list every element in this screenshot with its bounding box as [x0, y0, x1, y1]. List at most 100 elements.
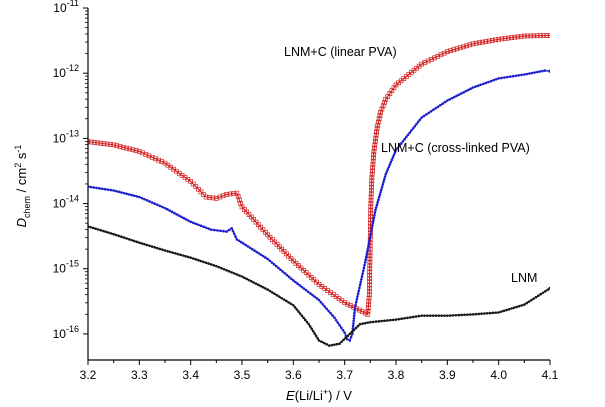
series-marker-0 [368, 194, 374, 200]
series-marker-1 [365, 250, 369, 254]
series-marker-1 [479, 83, 483, 87]
series-marker-2 [431, 314, 435, 317]
series-marker-2 [273, 292, 276, 296]
series-marker-2 [338, 342, 341, 346]
series-marker-1 [235, 238, 239, 241]
series-marker-1 [364, 255, 368, 259]
series-marker-0 [382, 100, 387, 105]
series-marker-1 [370, 227, 374, 230]
series-marker-1 [413, 124, 417, 128]
series-marker-1 [541, 69, 544, 73]
series-marker-2 [356, 324, 360, 328]
series-marker-1 [441, 102, 444, 105]
series-marker-2 [252, 281, 255, 284]
series-marker-0 [370, 168, 375, 174]
series-marker-0 [531, 33, 537, 39]
series-marker-1 [353, 309, 356, 312]
series-marker-1 [148, 200, 151, 203]
series-marker-2 [414, 315, 418, 318]
series-marker-1 [427, 111, 430, 115]
series-marker-1 [189, 220, 192, 224]
series-marker-1 [329, 311, 332, 315]
series-marker-2 [437, 314, 441, 317]
series-marker-1 [377, 198, 380, 202]
series-marker-2 [454, 313, 458, 317]
series-marker-1 [368, 237, 372, 241]
series-marker-1 [145, 199, 149, 202]
series-marker-2 [363, 321, 367, 325]
series-marker-1 [360, 275, 364, 278]
series-marker-2 [477, 312, 481, 316]
series-marker-1 [339, 326, 343, 329]
series-marker-1 [439, 103, 442, 107]
series-marker-0 [374, 129, 379, 135]
series-marker-0 [237, 197, 242, 203]
series-marker-1 [415, 122, 418, 126]
annotation-cross-linked-pva: LNM+C (cross-linked PVA) [381, 141, 530, 155]
series-marker-2 [502, 309, 506, 313]
series-marker-0 [377, 113, 383, 118]
series-marker-0 [370, 162, 376, 167]
y-axis-title: Dchem / cm2 s-1 [13, 145, 32, 228]
series-marker-2 [184, 254, 187, 258]
series-marker-1 [259, 253, 263, 257]
series-marker-2 [233, 272, 236, 275]
series-marker-0 [136, 149, 142, 154]
series-marker-1 [323, 305, 327, 308]
series-marker-0 [371, 152, 377, 158]
series-marker-1 [469, 87, 472, 91]
series-marker-0 [369, 188, 374, 193]
series-marker-2 [212, 263, 216, 267]
series-marker-2 [366, 321, 370, 324]
series-marker-2 [457, 313, 461, 317]
series-marker-2 [426, 314, 429, 317]
series-marker-2 [512, 306, 516, 310]
series-marker-2 [285, 299, 288, 303]
series-marker-1 [425, 113, 428, 116]
series-marker-0 [435, 53, 441, 59]
series-marker-1 [168, 209, 171, 212]
series-marker-2 [446, 314, 449, 317]
series-marker-1 [277, 266, 280, 270]
series-marker-2 [132, 239, 136, 243]
series-marker-1 [370, 229, 373, 233]
x-tick-label: 3.5 [234, 368, 251, 382]
series-marker-0 [547, 33, 550, 38]
series-marker-0 [95, 140, 100, 146]
series-marker-0 [419, 61, 425, 67]
series-marker-0 [375, 122, 381, 128]
series-marker-2 [397, 317, 401, 321]
series-marker-1 [548, 69, 550, 73]
series-marker-2 [91, 226, 95, 230]
series-marker-1 [268, 259, 272, 263]
series-marker-2 [491, 311, 495, 315]
series-marker-1 [484, 81, 488, 85]
series-marker-0 [311, 277, 317, 283]
series-marker-1 [246, 245, 250, 248]
series-marker-1 [199, 224, 203, 228]
series-marker-1 [386, 168, 390, 171]
series-marker-0 [428, 57, 434, 62]
series-marker-1 [120, 191, 123, 194]
series-marker-1 [138, 195, 141, 199]
series-marker-0 [108, 142, 113, 147]
series-marker-1 [279, 268, 282, 272]
series-marker-0 [457, 45, 463, 51]
series-marker-0 [111, 142, 117, 148]
series-marker-1 [443, 100, 447, 104]
series-marker-1 [244, 243, 247, 247]
series-marker-1 [432, 108, 435, 112]
y-tick-label: 10-11 [53, 0, 79, 15]
series-marker-0 [425, 58, 431, 64]
series-marker-2 [440, 314, 443, 317]
series-marker-0 [470, 41, 476, 47]
series-marker-0 [380, 103, 386, 109]
series-marker-2 [305, 320, 309, 324]
series-marker-1 [341, 328, 345, 332]
series-marker-1 [411, 127, 415, 130]
series-marker-1 [511, 74, 515, 78]
series-marker-0 [101, 141, 107, 147]
series-marker-2 [179, 253, 182, 257]
series-marker-0 [143, 151, 149, 157]
series-marker-2 [428, 314, 432, 317]
